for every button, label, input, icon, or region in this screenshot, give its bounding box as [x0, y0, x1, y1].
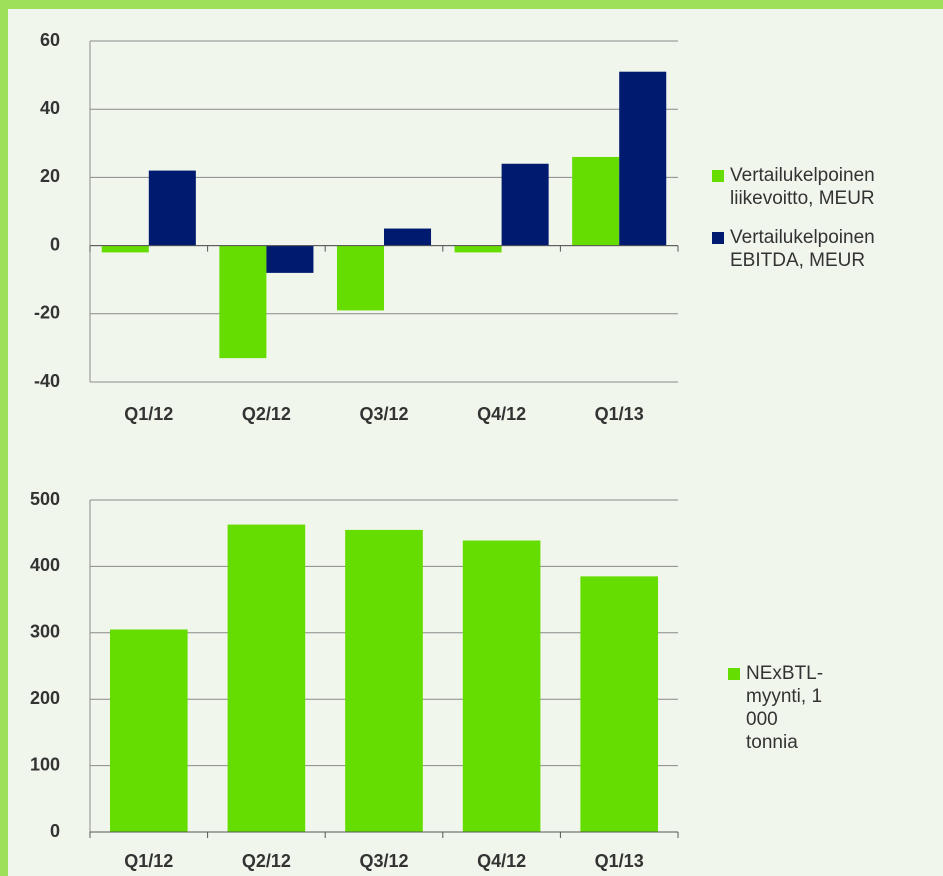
y-tick-label: 100 — [30, 754, 60, 774]
x-tick-label: Q2/12 — [242, 404, 291, 424]
x-tick-label: Q1/13 — [595, 404, 644, 424]
bar — [109, 629, 188, 832]
legend-swatch — [712, 232, 724, 244]
bar — [572, 156, 620, 246]
legend-swatch — [712, 170, 724, 182]
bar — [501, 163, 549, 246]
y-tick-label: 0 — [50, 821, 60, 841]
x-tick-label: Q1/12 — [124, 404, 173, 424]
legend-item: Vertailukelpoinen EBITDA, MEUR — [712, 226, 942, 276]
y-tick-label: -40 — [34, 371, 60, 391]
legend-label: Vertailukelpoinen liikevoitto, MEUR — [730, 165, 875, 209]
x-tick-label: Q2/12 — [242, 851, 291, 871]
y-tick-label: 200 — [30, 688, 60, 708]
x-tick-label: Q4/12 — [477, 851, 526, 871]
bar — [462, 540, 541, 832]
bar — [219, 245, 267, 359]
y-tick-label: 0 — [50, 234, 60, 254]
bar — [580, 576, 659, 832]
legend-item: NExBTL-myynti, 1 000 tonnia — [728, 662, 828, 753]
y-tick-label: 500 — [30, 489, 60, 509]
y-tick-label: 40 — [40, 98, 60, 118]
x-tick-label: Q3/12 — [359, 851, 408, 871]
legend-swatch — [728, 668, 740, 680]
y-tick-label: 400 — [30, 555, 60, 575]
bar — [148, 170, 196, 246]
y-tick-label: -20 — [34, 303, 60, 323]
legend-label: Vertailukelpoinen EBITDA, MEUR — [730, 227, 875, 271]
x-tick-label: Q1/13 — [595, 851, 644, 871]
legend-item: Vertailukelpoinen liikevoitto, MEUR — [712, 164, 942, 214]
bar — [266, 245, 314, 273]
bar — [101, 245, 149, 253]
y-tick-label: 60 — [40, 30, 60, 50]
y-tick-label: 20 — [40, 166, 60, 186]
x-tick-label: Q4/12 — [477, 404, 526, 424]
bar — [227, 524, 306, 832]
bar — [619, 71, 667, 246]
x-tick-label: Q1/12 — [124, 851, 173, 871]
bar — [336, 245, 384, 311]
bar — [384, 228, 432, 246]
x-tick-label: Q3/12 — [359, 404, 408, 424]
y-tick-label: 300 — [30, 622, 60, 642]
bar — [345, 529, 423, 832]
bar — [454, 245, 502, 253]
legend-label: NExBTL-myynti, 1 000 tonnia — [746, 663, 824, 753]
